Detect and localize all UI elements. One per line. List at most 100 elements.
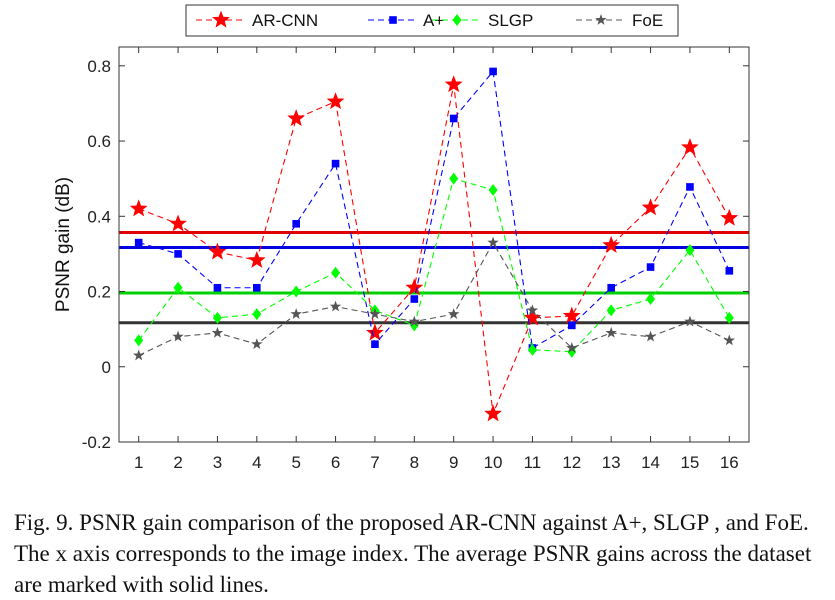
legend-marker-slgp <box>452 14 462 26</box>
data-point-ar-cnn <box>366 323 384 341</box>
data-point-ar-cnn <box>562 306 581 324</box>
legend-label-slgp: SLGP <box>488 11 533 30</box>
x-tick-label: 5 <box>291 453 300 472</box>
data-point-slgp <box>252 308 262 321</box>
y-tick-label: 0.6 <box>87 132 111 151</box>
legend-marker-ar-cnn <box>212 10 230 28</box>
data-point-foe <box>211 326 224 338</box>
data-point-ar-cnn <box>641 198 660 216</box>
x-tick-label: 9 <box>449 453 458 472</box>
data-point-slgp <box>331 266 341 279</box>
data-point-ar-cnn <box>287 109 306 127</box>
data-point-foe <box>369 308 381 319</box>
x-tick-label: 14 <box>641 453 660 472</box>
data-point-slgp <box>527 343 537 356</box>
legend-marker-foe <box>595 14 607 25</box>
data-point-ar-cnn <box>523 308 542 326</box>
x-tick-label: 3 <box>213 453 222 472</box>
data-point-a <box>292 220 300 228</box>
data-point-foe <box>290 308 302 319</box>
series-lines <box>129 67 739 422</box>
y-tick-label: 0 <box>102 358 111 377</box>
data-point-slgp <box>488 183 498 196</box>
data-point-a <box>449 114 458 123</box>
data-point-ar-cnn <box>444 75 463 93</box>
data-point-slgp <box>724 311 734 324</box>
data-point-ar-cnn <box>208 242 227 260</box>
data-point-a <box>489 67 497 76</box>
data-point-slgp <box>449 172 459 185</box>
x-tick-label: 11 <box>524 453 542 472</box>
psnr-gain-chart: -0.200.20.40.60.81 2 3 4 5 6 7 8 9 10 11 12 13 14 15 16… <box>53 4 750 472</box>
data-point-ar-cnn <box>484 404 502 422</box>
x-tick-label: 15 <box>680 453 699 472</box>
data-point-a <box>568 321 576 330</box>
data-point-a <box>410 295 419 303</box>
data-point-a <box>646 263 655 271</box>
data-point-foe <box>684 315 696 327</box>
data-point-ar-cnn <box>720 208 739 226</box>
data-point-ar-cnn <box>405 278 424 296</box>
data-point-foe <box>329 300 342 312</box>
data-point-ar-cnn <box>326 92 345 110</box>
data-point-foe <box>526 304 539 316</box>
data-point-slgp <box>212 311 222 324</box>
y-tick-label: -0.2 <box>82 433 111 452</box>
data-point-foe <box>605 326 617 338</box>
data-point-ar-cnn <box>247 250 266 268</box>
data-point-a <box>213 283 222 292</box>
data-point-foe <box>408 315 421 327</box>
data-point-a <box>253 283 261 292</box>
y-tick-label: 0.2 <box>87 283 111 302</box>
data-point-ar-cnn <box>129 199 148 217</box>
x-tick-label: 6 <box>331 453 340 472</box>
data-point-foe <box>447 308 460 319</box>
series-line-foe <box>138 241 730 356</box>
x-tick-label: 2 <box>173 453 182 472</box>
average-lines <box>119 230 749 325</box>
series-line-ar-cnn <box>138 84 730 416</box>
data-point-a <box>174 250 182 258</box>
axes: -0.200.20.40.60.81 2 3 4 5 6 7 8 9 10 11 12 13 14 15 16… <box>53 46 750 472</box>
data-point-ar-cnn <box>602 235 621 253</box>
data-point-foe <box>566 341 578 353</box>
data-point-slgp <box>291 285 301 298</box>
x-tick-label: 10 <box>484 453 503 472</box>
data-point-ar-cnn <box>169 214 187 232</box>
data-point-a <box>134 238 143 247</box>
legend-label-ar-cnn: AR-CNN <box>252 11 318 30</box>
x-tick-label: 7 <box>370 453 379 472</box>
data-point-slgp <box>685 244 695 257</box>
data-point-foe <box>172 330 184 342</box>
data-point-foe <box>487 236 499 248</box>
data-point-a <box>331 159 340 168</box>
legend-label-foe: FoE <box>632 11 663 30</box>
data-point-slgp <box>134 334 144 347</box>
x-tick-label: 12 <box>562 453 581 472</box>
data-point-foe <box>644 330 657 342</box>
legend-marker-a <box>389 16 397 24</box>
data-point-slgp <box>173 281 183 294</box>
x-tick-label: 13 <box>602 453 621 472</box>
data-point-a <box>371 340 379 348</box>
y-tick-label: 0.8 <box>87 57 111 76</box>
x-tick-label: 1 <box>134 453 143 472</box>
figure-caption: Fig. 9. PSNR gain comparison of the prop… <box>14 510 812 597</box>
y-axis-title: PSNR gain (dB) <box>53 177 74 312</box>
x-tick-label: 16 <box>720 453 739 472</box>
x-tick-label: 8 <box>410 453 419 472</box>
x-tick-label: 4 <box>252 453 261 472</box>
data-point-foe <box>723 334 736 346</box>
data-point-foe <box>132 349 145 361</box>
plot-frame <box>118 46 750 443</box>
data-point-foe <box>251 338 263 350</box>
legend: AR-CNN A+ SLGP FoE <box>185 4 679 37</box>
data-point-a <box>686 183 694 191</box>
series-line-slgp <box>138 177 730 353</box>
data-point-a <box>607 283 615 292</box>
data-point-ar-cnn <box>681 138 699 156</box>
data-point-slgp <box>646 293 656 306</box>
data-point-a <box>725 267 734 275</box>
series-line-a <box>138 70 730 349</box>
